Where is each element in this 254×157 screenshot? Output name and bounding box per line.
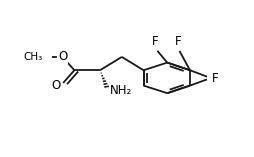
Text: CH₃: CH₃ <box>23 52 43 62</box>
Text: O: O <box>51 79 60 92</box>
Text: O: O <box>58 50 67 63</box>
Text: F: F <box>151 35 158 49</box>
Text: F: F <box>211 72 217 85</box>
Text: F: F <box>174 35 181 49</box>
Text: NH₂: NH₂ <box>109 84 132 97</box>
